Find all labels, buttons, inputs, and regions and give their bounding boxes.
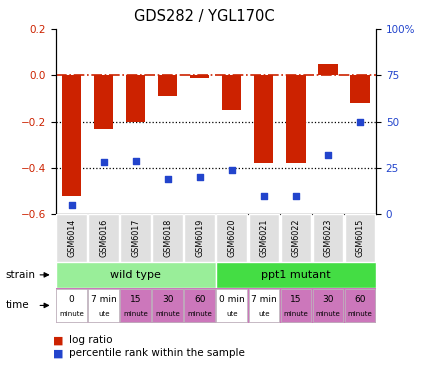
Text: ■: ■ [53, 335, 64, 346]
Text: GSM6017: GSM6017 [131, 219, 140, 257]
Text: GSM6014: GSM6014 [67, 219, 76, 257]
Text: time: time [6, 300, 29, 310]
Text: minute: minute [155, 311, 180, 317]
Text: 15: 15 [130, 295, 142, 304]
Bar [318, 64, 338, 75]
Point [164, 176, 171, 182]
Bar [190, 75, 210, 78]
Bar [56, 289, 87, 322]
Text: 60: 60 [354, 295, 366, 304]
Point [196, 174, 203, 180]
Bar [152, 289, 183, 322]
Bar [344, 289, 376, 322]
Point [132, 158, 139, 164]
Text: minute: minute [59, 311, 84, 317]
Bar [184, 214, 215, 262]
Text: GSM6018: GSM6018 [163, 219, 172, 257]
Point [68, 202, 75, 208]
Bar [56, 262, 216, 288]
Text: ute: ute [98, 311, 109, 317]
Text: ute: ute [258, 311, 270, 317]
Bar [344, 214, 376, 262]
Bar [248, 214, 279, 262]
Point [228, 167, 235, 173]
Point [324, 152, 332, 158]
Point [356, 119, 364, 124]
Bar [62, 75, 81, 195]
Text: ute: ute [226, 311, 238, 317]
Point [292, 193, 299, 198]
Text: 30: 30 [162, 295, 174, 304]
Bar [158, 75, 178, 96]
Text: minute: minute [283, 311, 308, 317]
Text: minute: minute [316, 311, 340, 317]
Text: ■: ■ [53, 348, 64, 358]
Text: minute: minute [123, 311, 148, 317]
Bar [216, 214, 247, 262]
Text: 7 min: 7 min [91, 295, 117, 304]
Text: 0: 0 [69, 295, 74, 304]
Bar [280, 289, 312, 322]
Text: GSM6016: GSM6016 [99, 219, 108, 257]
Bar [312, 289, 344, 322]
Text: GSM6019: GSM6019 [195, 219, 204, 257]
Text: wild type: wild type [110, 270, 161, 280]
Bar [56, 214, 87, 262]
Text: 0 min: 0 min [219, 295, 245, 304]
Bar [350, 75, 370, 103]
Bar [280, 214, 312, 262]
Text: GDS282 / YGL170C: GDS282 / YGL170C [134, 9, 275, 24]
Bar [286, 75, 306, 163]
Bar [88, 289, 119, 322]
Point [100, 160, 107, 165]
Text: 60: 60 [194, 295, 206, 304]
Bar [312, 214, 344, 262]
Text: GSM6022: GSM6022 [291, 219, 300, 257]
Text: GSM6021: GSM6021 [259, 219, 268, 257]
Bar [126, 75, 146, 122]
Bar [184, 289, 215, 322]
Bar [120, 214, 151, 262]
Bar [254, 75, 274, 163]
Bar [152, 214, 183, 262]
Text: 7 min: 7 min [251, 295, 277, 304]
Text: GSM6023: GSM6023 [324, 219, 332, 257]
Bar [248, 289, 279, 322]
Text: 15: 15 [290, 295, 302, 304]
Bar [120, 289, 151, 322]
Bar [94, 75, 113, 128]
Point [260, 193, 267, 198]
Bar [216, 262, 376, 288]
Text: minute: minute [187, 311, 212, 317]
Bar [88, 214, 119, 262]
Text: strain: strain [6, 270, 36, 280]
Text: log ratio: log ratio [69, 335, 113, 346]
Text: minute: minute [348, 311, 372, 317]
Text: GSM6020: GSM6020 [227, 219, 236, 257]
Text: 30: 30 [322, 295, 334, 304]
Bar [216, 289, 247, 322]
Text: GSM6015: GSM6015 [356, 219, 364, 257]
Text: percentile rank within the sample: percentile rank within the sample [69, 348, 245, 358]
Text: ppt1 mutant: ppt1 mutant [261, 270, 331, 280]
Bar [222, 75, 242, 110]
